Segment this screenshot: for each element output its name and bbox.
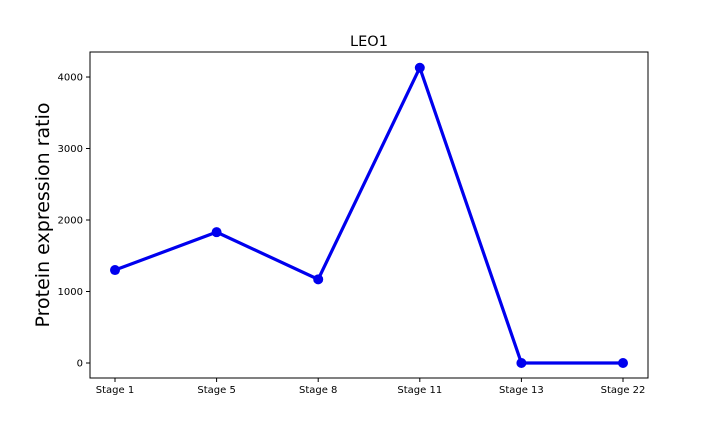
x-axis-ticks: Stage 1 Stage 5 Stage 8 Stage 11 Stage 13 Sta… [96,378,646,396]
y-tick-label: 2000 [58,216,83,227]
x-tick-label: Stage 13 [499,385,544,396]
data-point [516,357,527,368]
data-point [618,357,628,368]
data-point [414,62,425,73]
series-line [114,63,623,365]
y-tick-label: 0 [77,358,83,369]
chart-title: LEO1 [350,34,388,50]
x-tick-label: Stage 8 [299,385,337,396]
data-point [110,265,120,276]
plot-frame [89,51,649,379]
data-point [211,227,222,238]
y-axis-ticks: 0 1000 2000 3000 4000 [58,73,90,369]
x-tick-label: Stage 11 [397,385,442,396]
y-tick-label: 1000 [58,287,83,298]
x-tick-label: Stage 1 [96,385,134,396]
y-tick-label: 4000 [58,73,83,84]
series-group [110,62,628,368]
y-axis-label: Protein expression ratio [32,103,54,328]
y-tick-label: 3000 [58,144,83,155]
x-tick-label: Stage 5 [197,385,235,396]
data-point [313,274,324,285]
x-tick-label: Stage 22 [601,385,646,396]
